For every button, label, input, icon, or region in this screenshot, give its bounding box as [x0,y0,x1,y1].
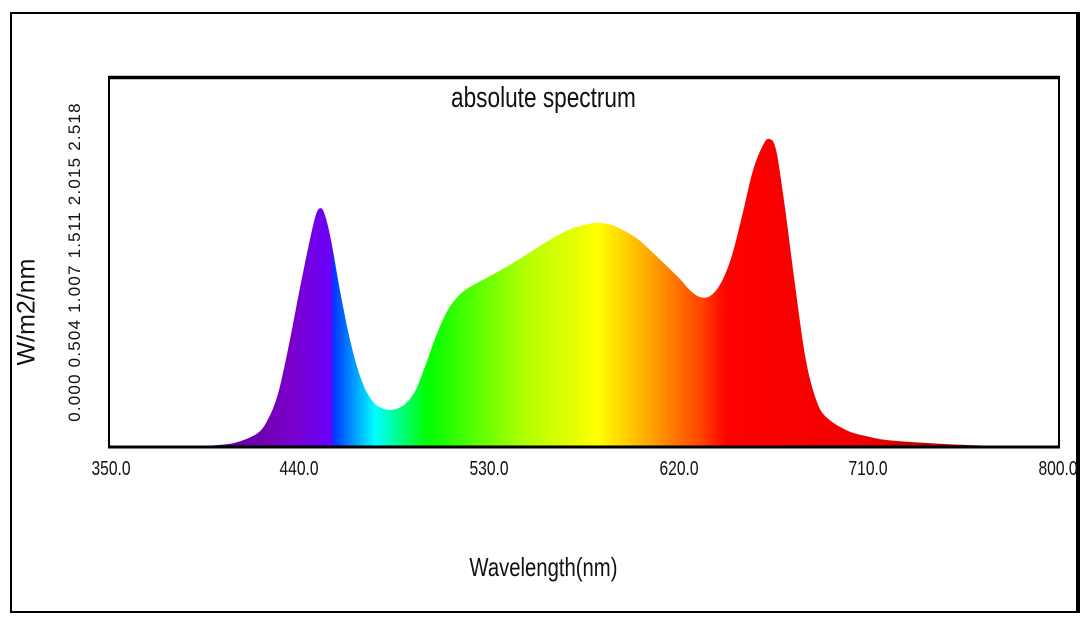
y-axis-label: W/m2/nm [12,258,41,366]
x-tick-710: 710.0 [848,458,888,480]
x-tick-620: 620.0 [659,458,699,480]
spectrum-area [109,138,1059,447]
frame-right-margin [1080,0,1086,621]
frame-right-edge [1078,12,1080,613]
y-axis-tick-labels: 0.000 0.504 1.007 1.511 2.015 2.518 [65,102,84,422]
x-tick-530: 530.0 [469,458,509,480]
x-axis-label: Wavelength(nm) [469,552,618,582]
x-tick-800: 800.0 [1038,458,1078,480]
x-tick-350: 350.0 [91,458,131,480]
x-tick-440: 440.0 [279,458,319,480]
chart-title: absolute spectrum [451,82,636,114]
